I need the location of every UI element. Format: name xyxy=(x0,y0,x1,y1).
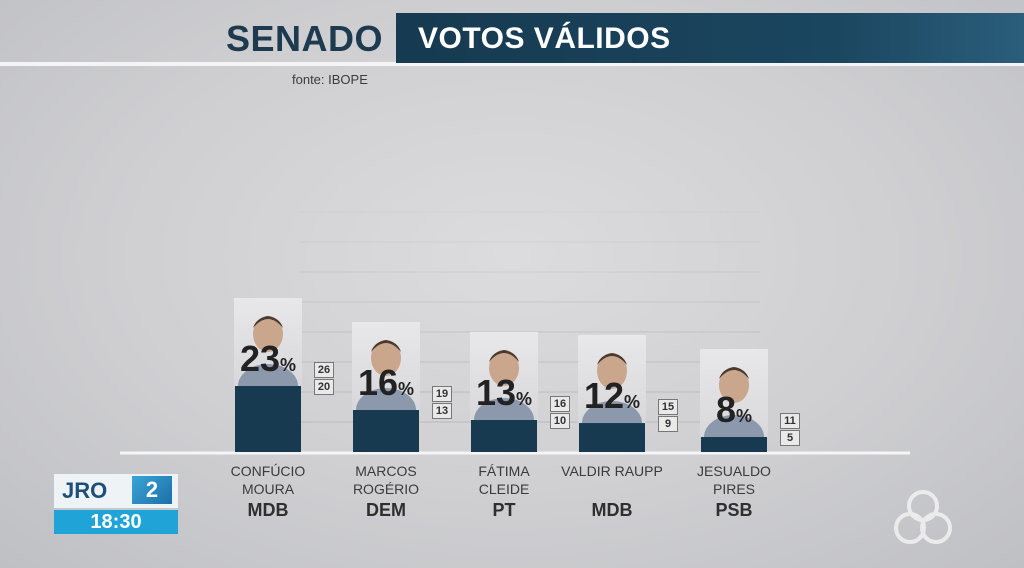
range-high: 26 xyxy=(314,361,334,378)
party-label: DEM xyxy=(366,500,406,520)
category-label: JESUALDO xyxy=(697,463,771,479)
person-icon xyxy=(582,353,642,424)
candidate-photo xyxy=(578,335,646,424)
data-label-unit: % xyxy=(280,354,297,375)
range-low: 10 xyxy=(550,412,570,429)
category-label-line2: PIRES xyxy=(712,481,755,497)
range-high: 15 xyxy=(658,399,678,416)
range-low: 20 xyxy=(314,378,334,395)
data-label-unit: % xyxy=(398,378,415,399)
data-label-unit: % xyxy=(624,392,641,413)
range-high: 19 xyxy=(432,385,452,402)
range-high: 16 xyxy=(550,395,570,412)
candidate-photo xyxy=(352,321,420,410)
person-icon xyxy=(356,339,416,410)
person-icon xyxy=(474,349,534,420)
data-label: 13% xyxy=(444,372,564,414)
data-label-unit: % xyxy=(516,388,533,409)
category-label-line2: MOURA xyxy=(241,481,295,497)
data-label-value: 16 xyxy=(357,361,399,403)
candidate-photo xyxy=(234,297,302,386)
candidate-photo xyxy=(700,348,768,437)
data-label-value: 8 xyxy=(715,388,736,430)
data-label: 12% xyxy=(552,375,672,417)
chart-title: VOTOS VÁLIDOS xyxy=(418,22,671,55)
category-label: MARCOS xyxy=(355,463,417,479)
bar xyxy=(235,373,301,452)
data-label-value: 23 xyxy=(239,337,281,379)
program-logo-top: JRO 2 xyxy=(54,474,178,508)
data-label: 8% xyxy=(674,389,794,431)
party-label: MDB xyxy=(247,500,289,520)
range-low: 9 xyxy=(658,416,678,433)
party-label: PSB xyxy=(715,500,753,520)
person-icon xyxy=(704,366,764,437)
category-label: FÁTIMA xyxy=(478,463,530,479)
party-label: PT xyxy=(492,500,516,520)
data-label: 23% xyxy=(208,338,328,380)
range-low: 5 xyxy=(780,429,800,446)
category-label-line2: CLEIDE xyxy=(478,481,530,497)
program-name: JRO xyxy=(62,478,108,503)
header-underline xyxy=(0,62,1024,66)
party-label: MDB xyxy=(591,500,633,520)
person-icon xyxy=(238,315,298,386)
candidate-photo xyxy=(470,331,538,420)
chart-title-senado: SENADO xyxy=(226,18,384,59)
category-label: CONFÚCIO xyxy=(230,463,306,479)
data-label-value: 13 xyxy=(475,371,517,413)
broadcast-time: 18:30 xyxy=(54,510,178,534)
chart-source: fonte: IBOPE xyxy=(292,72,368,87)
range-low: 13 xyxy=(432,402,452,419)
network-logo-icon xyxy=(894,490,952,544)
data-label: 16% xyxy=(326,362,446,404)
program-edition: 2 xyxy=(132,476,172,504)
category-label: VALDIR RAUPP xyxy=(561,463,663,479)
category-label-line2: ROGÉRIO xyxy=(352,481,420,497)
chart-title-box: VOTOS VÁLIDOS xyxy=(396,13,1024,63)
data-label-unit: % xyxy=(736,405,753,426)
program-logo: JRO 2 18:30 xyxy=(54,474,178,534)
range-high: 11 xyxy=(780,412,800,429)
data-label-value: 12 xyxy=(583,375,625,417)
